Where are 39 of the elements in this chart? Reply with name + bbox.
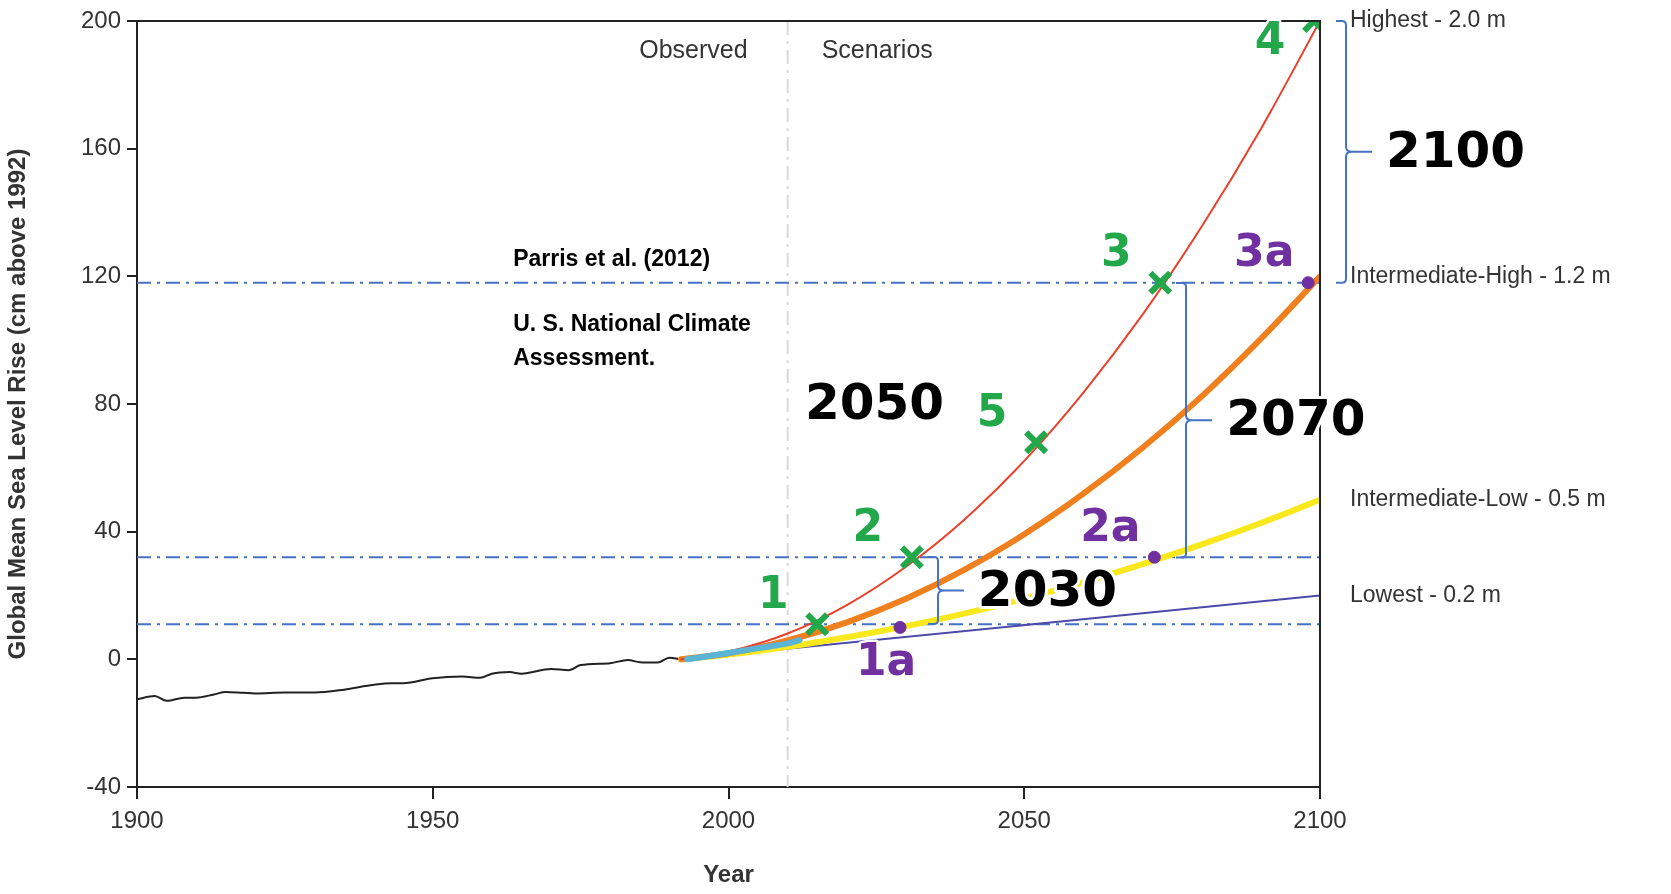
ref-line-label: Parris et al. (2012)	[513, 244, 711, 271]
annotation: 2100	[1386, 120, 1526, 179]
annotation: Observed	[639, 34, 748, 63]
y-tick-label: 120	[80, 260, 121, 288]
annotation: 2a	[1080, 499, 1141, 551]
point	[1147, 550, 1161, 564]
y-tick-label: 80	[94, 388, 121, 416]
annotation: 3	[1100, 225, 1132, 277]
point	[1301, 276, 1315, 290]
series-label: Highest - 2.0 m	[1350, 6, 1506, 33]
annotation: 2050	[804, 373, 945, 432]
annotation: 5	[976, 384, 1008, 436]
series-label: Intermediate-Low - 0.5 m	[1350, 485, 1606, 512]
y-tick-label: 160	[80, 133, 121, 161]
y-tick-label: 0	[107, 643, 121, 671]
y-tick-label: 40	[94, 516, 121, 544]
series-label: Lowest - 0.2 m	[1350, 580, 1501, 607]
point	[804, 611, 831, 638]
annotation: 3a	[1234, 225, 1295, 277]
annotation: 1a	[855, 633, 917, 685]
x-tick-label: 1900	[110, 806, 164, 834]
point	[1023, 429, 1049, 456]
annotation: 1	[757, 566, 789, 618]
y-tick-label: 200	[80, 5, 121, 33]
x-tick-label: 2100	[1293, 806, 1347, 834]
series-label: Intermediate-High - 1.2 m	[1350, 261, 1611, 288]
x-axis-title: Year	[703, 860, 754, 888]
annotation: 2	[852, 499, 884, 551]
x-tick-label: 2050	[997, 806, 1051, 834]
y-axis-title: Global Mean Sea Level Rise (cm above 1992)	[3, 148, 31, 660]
point	[893, 620, 907, 634]
y-tick-label: -40	[86, 771, 121, 799]
x-tick-label: 2000	[701, 806, 756, 834]
point	[1147, 269, 1174, 296]
point	[898, 544, 925, 571]
annotation: Scenarios	[821, 34, 933, 63]
x-tick-label: 1950	[406, 806, 460, 834]
annotation: U. S. National Climate Assessment.	[513, 310, 751, 371]
annotation: 4	[1254, 13, 1286, 65]
